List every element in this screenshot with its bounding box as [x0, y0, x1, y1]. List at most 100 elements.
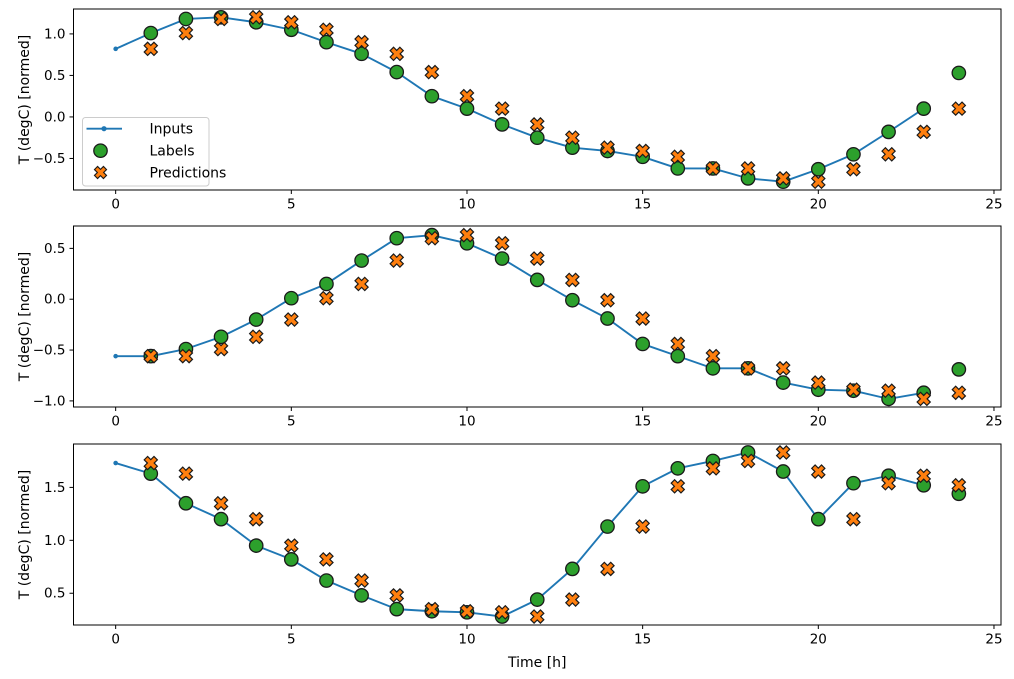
prediction-point: [143, 41, 159, 57]
tick-label: 10: [458, 197, 475, 213]
axes-spines: [73, 225, 1002, 408]
label-point: [178, 11, 194, 27]
inputs-line-dots: [113, 15, 927, 184]
label-point: [846, 475, 861, 491]
prediction-point: [178, 25, 194, 41]
tick-label: 15: [634, 414, 651, 430]
label-point: [670, 348, 686, 364]
x-axis-label: Time [h]: [507, 655, 567, 671]
tick-label: 25: [985, 197, 1002, 213]
prediction-point: [881, 475, 897, 491]
prediction-point: [881, 383, 897, 399]
prediction-point: [846, 161, 861, 177]
prediction-point: [494, 101, 510, 117]
tick-label: 20: [810, 197, 827, 213]
label-point: [283, 552, 299, 567]
prediction-point: [810, 174, 826, 190]
labels-points: [143, 227, 967, 407]
label-point: [775, 464, 791, 479]
label-point: [881, 124, 896, 140]
prediction-point: [881, 146, 897, 162]
label-point: [143, 25, 159, 41]
x-axis: 0 5 10 15 20 25: [111, 625, 1003, 648]
prediction-point: [740, 360, 756, 376]
label-point: [529, 592, 545, 607]
label-point: [389, 601, 405, 617]
prediction-point: [705, 348, 721, 364]
prediction-point: [670, 149, 686, 165]
axes-spines: [73, 443, 1002, 626]
legend-item-label: Labels: [150, 144, 195, 160]
prediction-point: [775, 360, 791, 376]
prediction-point: [178, 466, 194, 482]
prediction-point: [283, 312, 299, 327]
tick-label: 10: [458, 414, 475, 430]
predictions-points: [143, 445, 967, 624]
subplot-1: 0 5 10 15 20 25 1.0 0.5 0.0 −0.5T (degC) [normed]: [17, 8, 1003, 213]
inputs-line: [115, 234, 924, 400]
prediction-point: [424, 64, 440, 80]
inputs-point: [113, 353, 118, 359]
prediction-point: [670, 336, 686, 352]
prediction-point: [143, 455, 159, 471]
prediction-point: [635, 519, 651, 534]
label-point: [670, 161, 686, 176]
legend-item-predictions: Predictions: [93, 165, 227, 182]
prediction-point: [775, 170, 791, 186]
prediction-point: [354, 573, 370, 588]
prediction-point: [494, 604, 510, 620]
predictions-points: [143, 9, 967, 190]
label-point: [916, 101, 932, 116]
tick-label: 10: [458, 632, 475, 648]
y-axis-label: T (degC) [normed]: [17, 252, 33, 383]
inputs-point: [113, 460, 118, 466]
inputs-line-dots: [113, 232, 927, 402]
legend-circle-swatch: [93, 143, 108, 159]
prediction-point: [705, 460, 721, 476]
prediction-point: [635, 311, 651, 326]
prediction-point: [916, 391, 932, 407]
label-point: [494, 117, 510, 132]
prediction-point: [916, 468, 932, 484]
prediction-point: [705, 160, 721, 176]
label-point: [319, 276, 334, 292]
prediction-point: [529, 609, 545, 624]
label-point: [635, 336, 650, 352]
label-point: [529, 130, 545, 146]
prediction-point: [529, 116, 545, 132]
tick-label: 25: [985, 632, 1002, 648]
label-point: [565, 292, 580, 308]
label-point: [319, 573, 334, 588]
prediction-point: [846, 382, 861, 398]
label-point: [951, 362, 967, 377]
prediction-point: [740, 160, 756, 176]
label-point: [810, 161, 826, 177]
prediction-point: [951, 101, 967, 117]
tick-label: −0.5: [33, 343, 66, 359]
x-axis: 0 5 10 15 20 25: [111, 190, 1003, 213]
prediction-point: [846, 511, 861, 527]
prediction-point: [319, 290, 334, 306]
inputs-point: [113, 46, 118, 52]
tick-label: 0: [111, 632, 120, 648]
prediction-point: [143, 348, 159, 364]
prediction-point: [600, 292, 615, 308]
prediction-point: [916, 124, 932, 140]
legend-item-label: Predictions: [150, 166, 227, 182]
label-point: [670, 460, 686, 476]
axes-spines: [73, 8, 1002, 191]
prediction-point: [213, 495, 229, 511]
prediction-point: [213, 341, 229, 357]
prediction-point: [600, 561, 615, 577]
label-point: [846, 146, 861, 162]
prediction-point: [248, 511, 264, 527]
legend-box: [82, 117, 210, 187]
label-point: [600, 519, 615, 534]
prediction-point: [459, 88, 475, 104]
y-axis: 1.0 0.5 0.0 −0.5: [33, 26, 74, 167]
subplot-2: 0 5 10 15 20 25 0.5 0.0 −0.5 −1.0T (degC) [normed…: [17, 225, 1003, 430]
label-point: [354, 253, 369, 268]
prediction-point: [354, 34, 370, 50]
legend-x-swatch: [93, 165, 108, 180]
